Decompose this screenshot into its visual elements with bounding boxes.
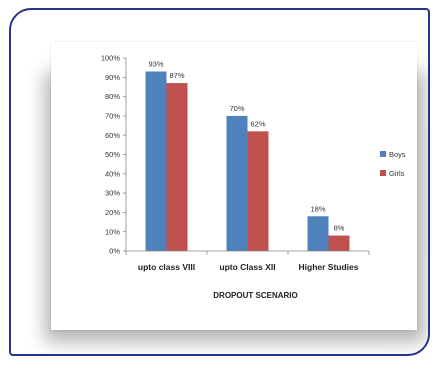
bar-boys [226, 115, 248, 252]
data-label: 62% [250, 119, 265, 128]
category-label: upto class VIII [138, 262, 195, 272]
y-tick-label: 80% [105, 92, 120, 101]
y-tick-label: 70% [105, 112, 120, 121]
data-label: 87% [169, 71, 184, 80]
slide-frame: 0% 10% 20% 30% 40% 50% 60% 70% 80% 90% 100% 93% 87%… [9, 8, 430, 356]
legend: Boys Girls [380, 150, 406, 178]
x-axis-title: DROPOUT SCENARIO [213, 291, 297, 300]
y-tick-label: 90% [105, 73, 120, 82]
y-tick-label: 40% [105, 169, 120, 178]
chart-card: 0% 10% 20% 30% 40% 50% 60% 70% 80% 90% 100% 93% 87%… [51, 42, 417, 330]
y-axis: 0% 10% 20% 30% 40% 50% 60% 70% 80% 90% 100% [101, 54, 127, 256]
bar-boys [307, 216, 329, 251]
x-axis: upto class VIII upto Class XII Higher Stud… [125, 250, 370, 300]
y-tick-label: 100% [101, 54, 121, 63]
category-label: Higher Studies [299, 262, 359, 272]
data-label: 8% [334, 224, 345, 233]
bars: 93% 87% 70% 62% 18% 8% [145, 60, 350, 252]
category-label: upto Class XII [219, 262, 275, 272]
bar-girls [166, 83, 188, 251]
legend-swatch-boys [380, 151, 386, 157]
dropout-chart: 0% 10% 20% 30% 40% 50% 60% 70% 80% 90% 100% 93% 87%… [101, 54, 406, 300]
data-label: 93% [148, 60, 163, 69]
legend-label-girls: Girls [389, 169, 405, 178]
bar-boys [145, 71, 167, 251]
bar-girls [328, 235, 350, 251]
y-tick-label: 30% [105, 189, 120, 198]
legend-label-boys: Boys [389, 150, 406, 159]
data-label: 18% [310, 204, 325, 213]
y-tick-label: 20% [105, 208, 120, 217]
y-tick-label: 10% [105, 227, 120, 236]
bar-girls [247, 131, 269, 251]
y-tick-label: 60% [105, 131, 120, 140]
y-tick-label: 0% [109, 247, 120, 256]
legend-swatch-girls [380, 170, 386, 176]
data-label: 70% [229, 104, 244, 113]
y-tick-label: 50% [105, 150, 120, 159]
